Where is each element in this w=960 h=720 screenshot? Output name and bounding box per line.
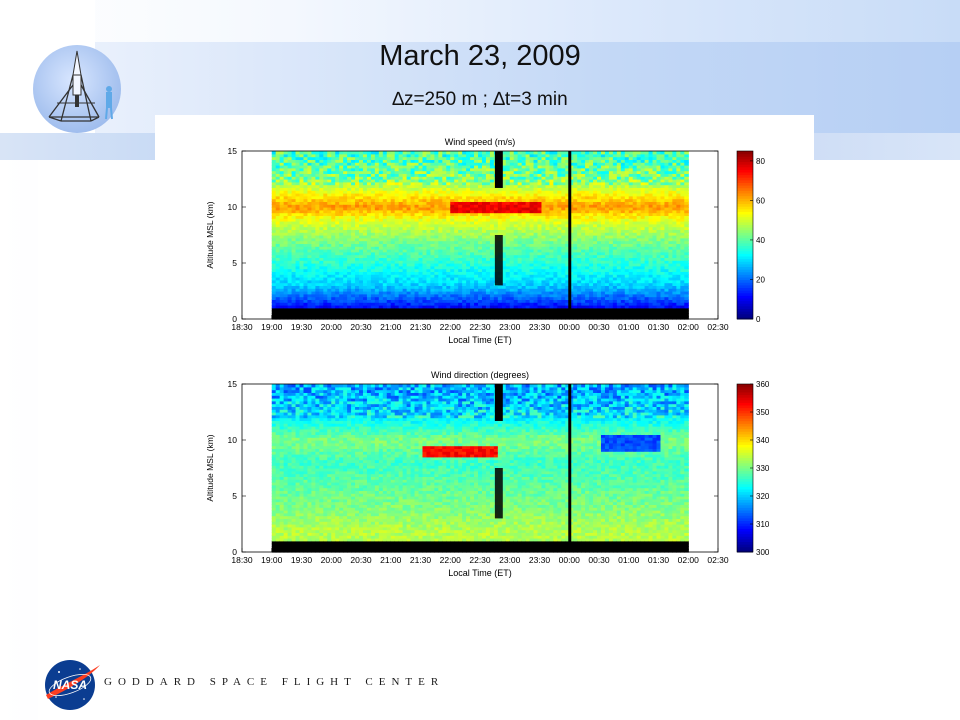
- x-tick-label: 00:00: [559, 322, 581, 332]
- y-tick-label: 15: [228, 146, 238, 156]
- data-gap-0-lower: [494, 235, 503, 286]
- nasa-meatball-icon: NASA: [42, 655, 102, 715]
- y-tick-label: 15: [228, 379, 238, 389]
- x-tick-label: 22:00: [440, 555, 462, 565]
- plot-title: Wind direction (degrees): [431, 370, 529, 380]
- colorbar-tick-label: 20: [756, 275, 765, 284]
- footer-org-name: GODDARD SPACE FLIGHT CENTER: [104, 676, 445, 688]
- x-tick-label: 00:30: [588, 322, 610, 332]
- x-tick-label: 19:30: [291, 322, 313, 332]
- x-tick-label: 02:30: [707, 555, 729, 565]
- colorbar-tick-label: 80: [756, 157, 765, 166]
- wind-figure: Wind speed (m/s) 18:30 19:00 19:30 20:00 20:3…: [155, 115, 814, 607]
- x-tick-label: 02:00: [678, 555, 700, 565]
- x-tick-label: 02:30: [707, 322, 729, 332]
- x-tick-label: 19:00: [261, 555, 283, 565]
- colorbar-tick-label: 40: [756, 236, 765, 245]
- wind-direction-panel: Wind direction (degrees) 18:30 19:00 19:30 2…: [205, 370, 770, 578]
- x-tick-label: 18:30: [231, 322, 253, 332]
- y-tick-label: 10: [228, 435, 238, 445]
- colorbar-tick-label: 350: [756, 408, 770, 417]
- data-gap-0: [494, 384, 503, 421]
- x-tick-label: 21:00: [380, 322, 402, 332]
- x-tick-label: 01:30: [648, 322, 670, 332]
- colorbar: [737, 151, 753, 320]
- data-gap-0-lower: [494, 468, 503, 519]
- plot-title: Wind speed (m/s): [445, 137, 516, 147]
- y-tick-label: 10: [228, 202, 238, 212]
- x-tick-label: 22:30: [469, 322, 491, 332]
- y-axis-label: Altitude MSL (km): [205, 434, 215, 501]
- y-tick-label: 0: [232, 314, 237, 324]
- x-tick-label: 20:30: [350, 322, 372, 332]
- lidar-instrument-icon: [33, 45, 121, 133]
- y-tick-label: 5: [232, 258, 237, 268]
- x-tick-label: 21:00: [380, 555, 402, 565]
- x-tick-label: 21:30: [410, 322, 432, 332]
- x-tick-label: 00:30: [588, 555, 610, 565]
- y-tick-label: 5: [232, 491, 237, 501]
- colorbar-tick-label: 320: [756, 492, 770, 501]
- y-axis-label: Altitude MSL (km): [205, 201, 215, 268]
- x-tick-label: 21:30: [410, 555, 432, 565]
- colorbar-tick-label: 360: [756, 380, 770, 389]
- data-gap-1: [568, 151, 572, 319]
- x-tick-label: 23:00: [499, 555, 521, 565]
- x-tick-label: 01:00: [618, 555, 640, 565]
- x-tick-label: 23:00: [499, 322, 521, 332]
- y-tick-label: 0: [232, 547, 237, 557]
- x-axis-label: Local Time (ET): [448, 568, 512, 578]
- colorbar-tick-label: 300: [756, 548, 770, 557]
- x-tick-label: 20:00: [321, 555, 343, 565]
- x-tick-label: 20:30: [350, 555, 372, 565]
- x-tick-label: 02:00: [678, 322, 700, 332]
- colorbar: [737, 384, 753, 553]
- data-gap-1: [568, 384, 572, 552]
- wind-speed-panel: Wind speed (m/s) 18:30 19:00 19:30 20:00 20:3…: [205, 137, 765, 345]
- x-axis-label: Local Time (ET): [448, 335, 512, 345]
- x-tick-label: 18:30: [231, 555, 253, 565]
- x-tick-label: 01:00: [618, 322, 640, 332]
- data-gap-0: [494, 151, 503, 188]
- x-tick-label: 19:00: [261, 322, 283, 332]
- heatmap-cells: [271, 151, 689, 320]
- x-tick-label: 20:00: [321, 322, 343, 332]
- x-tick-label: 00:00: [559, 555, 581, 565]
- colorbar-frame: [736, 150, 754, 320]
- colorbar-tick-label: 60: [756, 196, 765, 205]
- x-tick-label: 01:30: [648, 555, 670, 565]
- colorbar-tick-label: 0: [756, 315, 761, 324]
- x-tick-label: 23:30: [529, 555, 551, 565]
- colorbar-tick-label: 310: [756, 520, 770, 529]
- slide-title: March 23, 2009: [379, 40, 581, 72]
- footer-area: [38, 670, 960, 720]
- slide-subtitle: ∆z=250 m ; ∆t=3 min: [392, 89, 568, 110]
- heatmap-cells: [271, 384, 689, 553]
- x-tick-label: 22:30: [469, 555, 491, 565]
- x-tick-label: 22:00: [440, 322, 462, 332]
- x-tick-label: 19:30: [291, 555, 313, 565]
- colorbar-tick-label: 340: [756, 436, 770, 445]
- x-tick-label: 23:30: [529, 322, 551, 332]
- colorbar-tick-label: 330: [756, 464, 770, 473]
- accent-band-right: [814, 133, 960, 160]
- accent-band-left: [0, 133, 155, 160]
